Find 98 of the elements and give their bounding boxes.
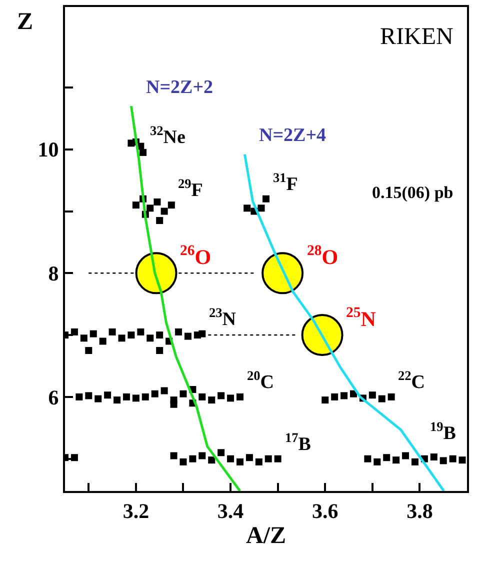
point (76, 393, 83, 400)
point (151, 390, 158, 398)
point (258, 204, 265, 212)
point (218, 392, 225, 400)
point (368, 392, 376, 399)
series-label: $^{29}$F (178, 176, 203, 201)
series-label: N=2Z+2 (146, 77, 214, 98)
series-label: N=2Z+4 (259, 125, 327, 146)
point (135, 252, 178, 294)
point (322, 396, 329, 404)
series-label: $^{17}$B (285, 430, 312, 455)
point (198, 330, 206, 338)
point (128, 332, 135, 339)
point (160, 208, 168, 215)
x-tick-label: 3.6 (312, 499, 338, 524)
point (383, 454, 390, 462)
point (94, 395, 102, 402)
series-label: $^{20}$C (247, 368, 274, 393)
point (170, 452, 178, 460)
point (364, 455, 372, 462)
point (168, 202, 175, 209)
point (236, 458, 244, 466)
point (198, 393, 206, 400)
y-tick-label: 8 (48, 261, 59, 286)
point (449, 455, 456, 462)
series-label: $^{32}$Ne (150, 123, 186, 148)
series-label: $^{22}$C (398, 368, 426, 393)
point (331, 393, 338, 400)
annotation: RIKEN (380, 24, 454, 50)
series-label: $^{28}$O (307, 243, 338, 269)
point (392, 456, 400, 464)
point (85, 392, 92, 400)
point (262, 195, 270, 202)
point (180, 390, 187, 398)
point (90, 330, 97, 338)
point (104, 392, 112, 399)
point (301, 314, 344, 356)
point (458, 456, 466, 464)
point (411, 458, 418, 466)
point (374, 458, 381, 466)
point (108, 328, 116, 336)
series-label: $^{31}$F (273, 170, 298, 195)
point (430, 453, 438, 460)
point (198, 452, 206, 460)
point (189, 455, 196, 462)
line-series (130, 104, 242, 491)
series-label: $^{25}$N (346, 305, 376, 331)
point (227, 394, 234, 402)
point (154, 198, 161, 206)
point (156, 332, 164, 339)
point (227, 455, 234, 462)
point (244, 204, 251, 212)
point (132, 202, 140, 209)
x-tick-label: 3.8 (406, 499, 433, 524)
x-tick-label: 3.2 (122, 499, 150, 524)
point (378, 395, 386, 402)
point (340, 392, 348, 400)
series-label: $^{26}$O (180, 243, 212, 269)
point (262, 252, 304, 294)
point (184, 332, 192, 340)
y-tick-label: 6 (48, 385, 59, 410)
point (122, 393, 130, 400)
y-tick-label: 10 (38, 138, 59, 162)
point (99, 338, 106, 345)
annotation: 0.15(06) pb (372, 183, 454, 202)
point (440, 457, 447, 464)
point (156, 347, 164, 354)
point (137, 328, 144, 336)
x-axis-title: A/Z (246, 523, 286, 549)
point (132, 394, 140, 402)
point (180, 458, 187, 466)
x-tick-label: 3.4 (217, 499, 244, 524)
series-label: $^{19}$B (430, 419, 456, 444)
point (140, 148, 147, 156)
point (255, 458, 262, 466)
point (236, 393, 244, 400)
point (118, 334, 126, 342)
point (85, 347, 92, 354)
point (246, 454, 253, 462)
point (274, 455, 282, 462)
point (156, 217, 164, 224)
y-axis-title: Z (17, 9, 34, 35)
point (80, 334, 88, 342)
point (114, 396, 121, 404)
point (208, 456, 216, 464)
point (160, 387, 168, 394)
point (402, 452, 410, 460)
point (170, 400, 178, 408)
point (146, 204, 154, 212)
series-label: $^{23}$N (209, 305, 236, 330)
point (218, 449, 225, 456)
point (264, 455, 272, 462)
point (70, 328, 78, 336)
point (388, 393, 395, 400)
point (208, 396, 216, 404)
point (175, 328, 182, 336)
point (142, 393, 149, 400)
point (146, 334, 154, 342)
